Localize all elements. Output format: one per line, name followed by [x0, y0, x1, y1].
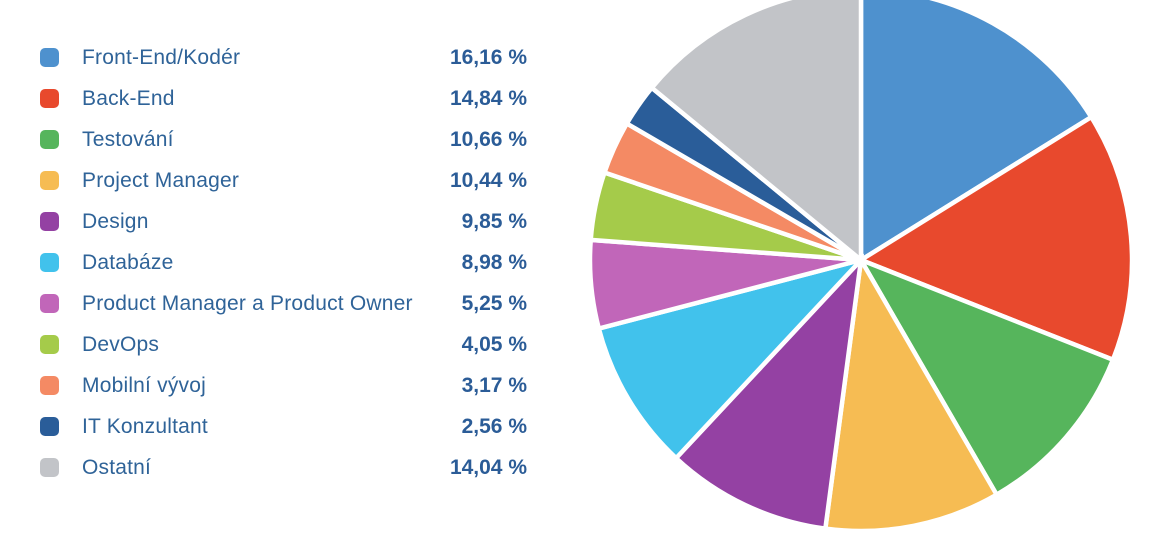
legend-item-testovani: Testování 10,66 % — [40, 119, 527, 160]
legend-label: IT Konzultant — [82, 414, 208, 438]
pie-slice-testovani — [855, 255, 1116, 498]
legend-swatch — [40, 458, 59, 477]
legend-item-it-konzultant: IT Konzultant 2,56 % — [40, 406, 527, 447]
legend-swatch — [40, 212, 59, 231]
legend-swatch — [40, 130, 59, 149]
legend-swatch — [40, 253, 59, 272]
legend-swatch — [40, 376, 59, 395]
legend-item-project-manager: Project Manager 10,44 % — [40, 160, 527, 201]
legend-percent: 8,98 % — [461, 250, 527, 274]
legend-label: Testování — [82, 127, 174, 151]
legend-label: Project Manager — [82, 168, 240, 192]
legend-label: Mobilní vývoj — [82, 373, 206, 397]
legend-percent: 14,84 % — [449, 86, 527, 110]
legend-item-databaze: Databáze 8,98 % — [40, 242, 527, 283]
legend-swatch — [40, 48, 59, 67]
legend-label: Back-End — [82, 86, 175, 110]
legend-swatch — [40, 89, 59, 108]
pie-slice-design — [672, 253, 865, 532]
legend-swatch — [40, 417, 59, 436]
legend-label: Databáze — [82, 250, 174, 274]
legend-label: Front-End/Kodér — [82, 45, 241, 69]
legend-percent: 10,66 % — [449, 127, 527, 151]
legend-label: Ostatní — [82, 455, 152, 479]
legend-percent: 10,44 % — [449, 168, 527, 192]
pie-slice-back-end — [856, 114, 1135, 363]
legend-item-product-manager-a-product-owner: Product Manager a Product Owner 5,25 % — [40, 283, 527, 324]
legend-percent: 14,04 % — [449, 455, 527, 479]
legend-item-design: Design 9,85 % — [40, 201, 527, 242]
legend-label: Design — [82, 209, 149, 233]
legend-percent: 9,85 % — [461, 209, 527, 233]
legend-percent: 4,05 % — [461, 332, 527, 356]
legend-label: DevOps — [82, 332, 160, 356]
legend-percent: 16,16 % — [449, 45, 527, 69]
legend-item-ostatni: Ostatní 14,04 % — [40, 447, 527, 488]
pie-slice-databaze — [596, 255, 868, 462]
legend-item-devops: DevOps 4,05 % — [40, 324, 527, 365]
legend-label: Product Manager a Product Owner — [82, 291, 413, 315]
legend-item-front-end-koder: Front-End/Kodér 16,16 % — [40, 37, 527, 78]
legend-percent: 2,56 % — [461, 414, 527, 438]
legend-percent: 3,17 % — [461, 373, 527, 397]
legend-swatch — [40, 294, 59, 313]
legend-percent: 5,25 % — [461, 291, 527, 315]
legend-swatch — [40, 171, 59, 190]
legend: Front-End/Kodér 16,16 % Back-End 14,84 % Tes… — [40, 37, 527, 488]
pie-slice-ostatni — [648, 0, 864, 265]
legend-item-mobilni-vyvoj: Mobilní vývoj 3,17 % — [40, 365, 527, 406]
legend-item-back-end: Back-End 14,84 % — [40, 78, 527, 119]
pie-slice-project-manager — [822, 253, 1000, 534]
pie-slice-front-end-koder — [858, 0, 1095, 265]
legend-swatch — [40, 335, 59, 354]
